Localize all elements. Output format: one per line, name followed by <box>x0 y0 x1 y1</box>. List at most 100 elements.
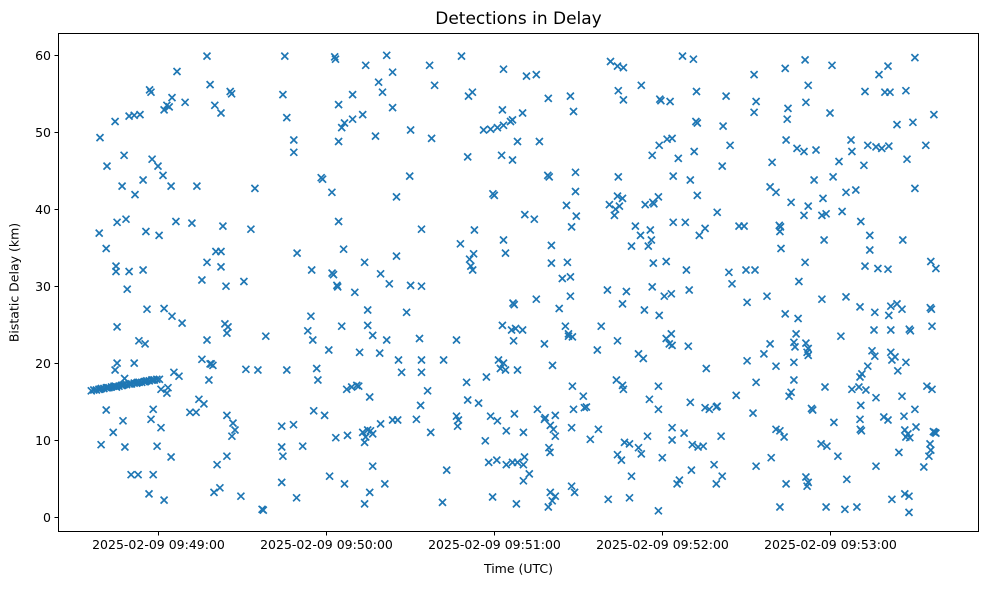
scatter-marker <box>786 388 796 397</box>
scatter-marker <box>497 151 506 160</box>
scatter-marker <box>790 342 800 352</box>
scatter-marker <box>385 279 394 288</box>
scatter-marker <box>452 335 461 345</box>
scatter-marker <box>159 105 169 115</box>
scatter-marker <box>776 244 786 253</box>
scatter-marker <box>921 141 930 150</box>
scatter-marker <box>340 479 349 489</box>
scatter-marker <box>874 70 884 79</box>
scatter-marker <box>750 265 760 275</box>
scatter-marker <box>292 493 301 502</box>
scatter-marker <box>808 405 817 415</box>
scatter-marker <box>693 118 702 128</box>
scatter-marker <box>654 405 663 414</box>
scatter-marker <box>484 458 493 467</box>
scatter-marker <box>603 285 612 295</box>
scatter-marker <box>375 348 384 358</box>
scatter-marker <box>95 228 104 238</box>
scatter-marker <box>368 462 377 471</box>
scatter-marker <box>133 470 143 479</box>
scatter-marker <box>627 241 636 251</box>
scatter-marker <box>282 113 291 122</box>
scatter-marker <box>192 181 202 191</box>
scatter-marker <box>870 308 879 317</box>
scatter-marker <box>568 382 577 391</box>
scatter-marker <box>841 188 851 197</box>
scatter-marker <box>340 118 349 128</box>
scatter-marker <box>282 365 291 375</box>
scatter-marker <box>639 354 648 363</box>
scatter-marker <box>134 336 144 345</box>
scatter-marker <box>894 448 904 457</box>
scatter-marker <box>820 382 830 392</box>
scatter-marker <box>646 225 655 235</box>
scatter-marker <box>498 321 507 330</box>
scatter-marker <box>216 262 226 272</box>
scatter-marker <box>417 225 426 234</box>
scatter-marker <box>130 358 139 368</box>
y-tick-label: 60 <box>35 48 51 63</box>
scatter-marker <box>883 415 893 425</box>
scatter-marker <box>786 198 796 207</box>
scatter-marker <box>647 235 656 245</box>
scatter-marker <box>751 378 761 387</box>
scatter-marker <box>789 375 799 385</box>
scatter-marker <box>873 264 883 273</box>
scatter-marker <box>519 460 528 469</box>
scatter-marker <box>781 64 790 73</box>
scatter-marker <box>215 483 225 492</box>
scatter-marker <box>656 96 666 105</box>
scatter-marker <box>479 125 488 135</box>
scatter-marker <box>567 423 576 432</box>
scatter-marker <box>519 428 528 437</box>
scatter-marker <box>109 428 118 437</box>
scatter-marker <box>334 137 343 146</box>
scatter-marker <box>166 452 176 462</box>
scatter-marker <box>571 168 580 177</box>
scatter-marker <box>902 155 912 164</box>
scatter-marker <box>313 375 323 385</box>
scatter-marker <box>660 292 669 301</box>
scatter-marker <box>246 225 256 234</box>
scatter-marker <box>931 264 941 273</box>
scatter-marker <box>906 326 915 335</box>
y-tick-label: 20 <box>35 356 51 371</box>
scatter-marker <box>897 305 907 314</box>
scatter-marker <box>562 201 571 210</box>
x-tick-label: 2025-02-09 09:51:00 <box>428 537 561 552</box>
scatter-marker <box>171 217 181 226</box>
scatter-marker <box>261 332 270 341</box>
scatter-marker <box>819 235 829 245</box>
scatter-marker <box>394 355 403 365</box>
scatter-marker <box>681 218 690 227</box>
scatter-marker <box>363 321 372 330</box>
scatter-marker <box>325 472 334 481</box>
scatter-marker <box>110 117 120 126</box>
scatter-marker <box>860 261 870 271</box>
scatter-marker <box>159 495 169 505</box>
scatter-marker <box>619 95 628 105</box>
scatter-marker <box>511 324 520 333</box>
scatter-marker <box>417 282 426 291</box>
scatter-marker <box>423 386 432 395</box>
scatter-marker <box>277 478 286 487</box>
scatter-marker <box>800 55 810 65</box>
scatter-marker <box>277 422 286 431</box>
scatter-marker <box>886 325 895 335</box>
scatter-marker <box>625 493 634 502</box>
scatter-marker <box>135 110 145 119</box>
scatter-marker <box>865 245 874 255</box>
scatter-marker <box>613 191 622 201</box>
scatter-marker <box>649 199 659 208</box>
scatter-marker <box>339 245 348 254</box>
scatter-marker <box>727 279 737 288</box>
scatter-marker <box>540 339 549 349</box>
scatter-marker <box>667 289 676 298</box>
scatter-marker <box>566 272 575 282</box>
scatter-marker <box>742 298 752 307</box>
scatter-marker <box>654 382 663 391</box>
scatter-marker <box>355 348 364 357</box>
scatter-marker <box>718 121 728 131</box>
scatter-marker <box>227 432 237 441</box>
scatter-marker <box>499 121 508 130</box>
